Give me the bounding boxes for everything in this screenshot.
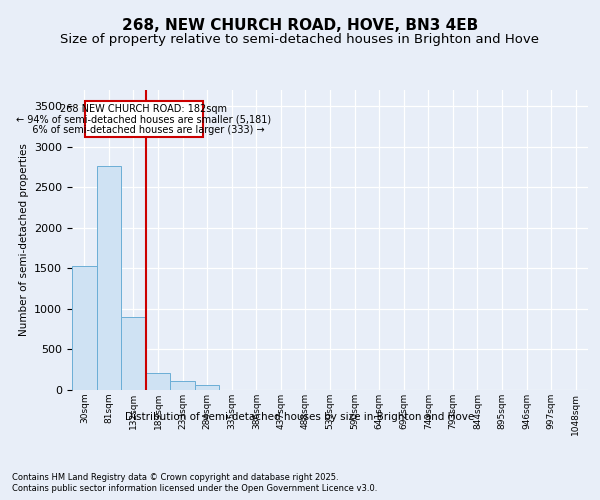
- Bar: [195, 385, 220, 390]
- Text: 6% of semi-detached houses are larger (333) →: 6% of semi-detached houses are larger (3…: [23, 124, 265, 134]
- Bar: [72, 266, 97, 390]
- Y-axis label: Number of semi-detached properties: Number of semi-detached properties: [19, 144, 29, 336]
- Bar: [97, 166, 121, 390]
- Text: Contains HM Land Registry data © Crown copyright and database right 2025.: Contains HM Land Registry data © Crown c…: [12, 472, 338, 482]
- Text: Size of property relative to semi-detached houses in Brighton and Hove: Size of property relative to semi-detach…: [61, 32, 539, 46]
- Text: Contains public sector information licensed under the Open Government Licence v3: Contains public sector information licen…: [12, 484, 377, 493]
- Text: 268 NEW CHURCH ROAD: 182sqm: 268 NEW CHURCH ROAD: 182sqm: [60, 104, 227, 114]
- Bar: [146, 372, 170, 390]
- Text: ← 94% of semi-detached houses are smaller (5,181): ← 94% of semi-detached houses are smalle…: [16, 114, 271, 124]
- Text: 268, NEW CHURCH ROAD, HOVE, BN3 4EB: 268, NEW CHURCH ROAD, HOVE, BN3 4EB: [122, 18, 478, 32]
- Text: Distribution of semi-detached houses by size in Brighton and Hove: Distribution of semi-detached houses by …: [125, 412, 475, 422]
- Bar: [121, 317, 146, 390]
- Bar: [170, 381, 195, 390]
- FancyBboxPatch shape: [85, 100, 203, 137]
